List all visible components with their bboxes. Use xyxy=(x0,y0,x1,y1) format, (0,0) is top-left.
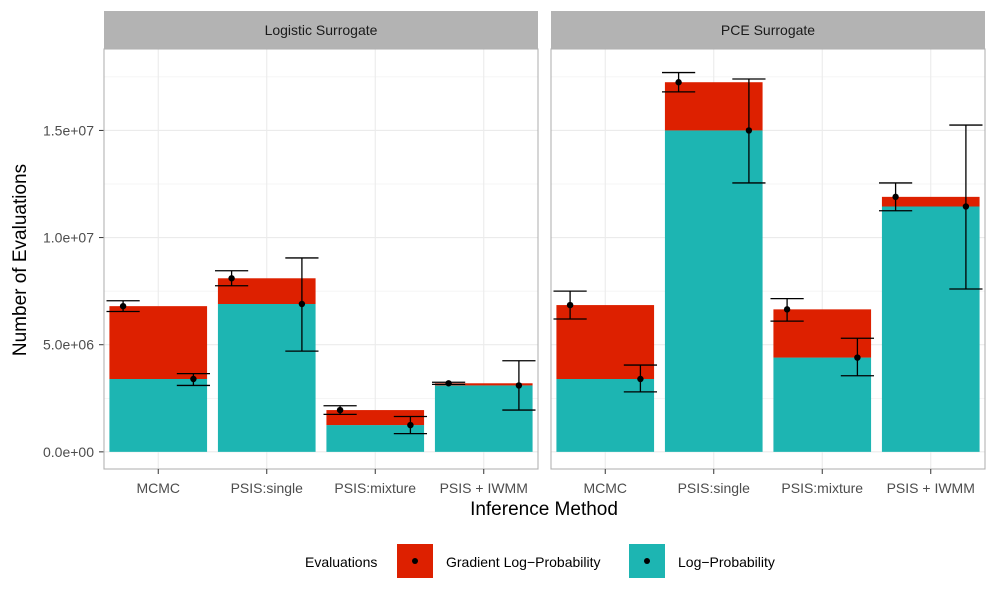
y-tick-label: 1.0e+07 xyxy=(43,230,94,246)
gradient-point xyxy=(783,306,791,313)
x-tick-label: PSIS:single xyxy=(678,480,751,496)
facet-strip xyxy=(104,11,538,49)
legend: Evaluations Gradient Log−Probability Log… xyxy=(305,544,775,578)
logprob-point xyxy=(854,354,861,361)
bar-logprob xyxy=(109,379,208,452)
facet-title: PCE Surrogate xyxy=(721,22,815,38)
panel-0: Logistic Surrogate MCMC PSIS:single PSIS:mi… xyxy=(103,11,539,496)
bar-gradient xyxy=(217,278,316,304)
panel-border xyxy=(103,48,539,470)
y-tick-label: 1.5e+07 xyxy=(43,122,94,138)
bar-logprob xyxy=(434,385,533,452)
gradient-point xyxy=(445,380,452,387)
logprob-point xyxy=(745,127,753,134)
x-tick-label: MCMC xyxy=(136,480,180,496)
logprob-point xyxy=(407,421,414,429)
gradient-point xyxy=(119,302,127,310)
legend-key-gradient-point xyxy=(412,558,418,564)
logprob-point xyxy=(637,375,644,383)
bar-logprob xyxy=(326,425,425,452)
facet-strip xyxy=(551,11,985,49)
bar-logprob xyxy=(773,357,872,452)
x-tick-label: MCMC xyxy=(583,480,627,496)
logprob-point xyxy=(962,203,970,210)
x-tick-label: PSIS:mixture xyxy=(334,480,416,496)
gradient-point xyxy=(228,275,235,282)
panels: 0.0e+00 5.0e+06 1.0e+07 1.5e+07 Logistic Sur… xyxy=(43,11,986,496)
bar-logprob xyxy=(881,206,980,452)
gradient-point xyxy=(566,301,574,309)
y-axis-title: Number of Evaluations xyxy=(10,164,31,356)
panel-border xyxy=(550,48,986,470)
logprob-point xyxy=(298,300,306,308)
x-tick-label: PSIS:mixture xyxy=(781,480,863,496)
y-tick-label: 5.0e+06 xyxy=(43,337,94,353)
x-tick-label: PSIS + IWMM xyxy=(440,480,528,496)
gradient-point xyxy=(892,193,899,201)
logprob-point xyxy=(190,375,197,383)
logprob-point xyxy=(515,382,523,389)
panel-1: PCE Surrogate MCMC PSIS:single PSIS:mixture… xyxy=(550,11,986,496)
bar-gradient xyxy=(556,305,655,379)
legend-key-logprob-point xyxy=(644,558,650,564)
bar-gradient xyxy=(109,306,208,379)
bar-gradient xyxy=(881,196,980,207)
bar-logprob xyxy=(664,130,763,452)
legend-label-logprob: Log−Probability xyxy=(678,554,775,570)
legend-label-gradient: Gradient Log−Probability xyxy=(446,554,601,570)
x-axis-title: Inference Method xyxy=(470,499,618,520)
bar-logprob xyxy=(217,304,316,452)
gradient-point xyxy=(675,79,682,86)
bar-gradient xyxy=(664,82,763,131)
x-tick-label: PSIS + IWMM xyxy=(887,480,975,496)
y-tick-label: 0.0e+00 xyxy=(43,444,94,460)
bar-logprob xyxy=(556,379,655,452)
bar-gradient xyxy=(434,383,533,386)
legend-title: Evaluations xyxy=(305,554,377,570)
bar-gradient xyxy=(773,309,872,358)
x-tick-label: PSIS:single xyxy=(231,480,304,496)
gradient-point xyxy=(336,406,344,414)
facet-title: Logistic Surrogate xyxy=(265,22,378,38)
